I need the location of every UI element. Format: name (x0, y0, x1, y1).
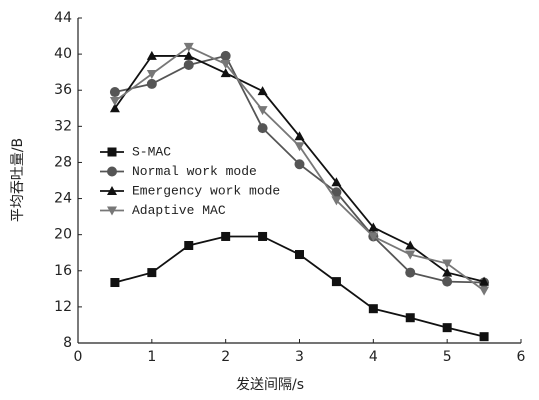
marker (221, 231, 231, 241)
legend-label: S-MAC (132, 144, 171, 159)
y-tick-label: 32 (54, 118, 72, 134)
y-tick-label: 24 (54, 191, 72, 207)
y-tick-label: 8 (63, 335, 72, 351)
marker (146, 50, 157, 60)
marker (442, 276, 453, 287)
x-tick-label: 1 (147, 349, 156, 365)
x-tick-label: 3 (295, 349, 304, 365)
marker (109, 103, 120, 113)
marker (146, 78, 157, 89)
marker (368, 304, 378, 314)
x-tick-label: 2 (221, 349, 230, 365)
marker (294, 142, 305, 152)
x-axis-label: 发送间隔/s (236, 377, 304, 393)
marker (257, 106, 268, 116)
x-tick-label: 5 (443, 349, 452, 365)
marker (405, 240, 416, 250)
marker (107, 147, 117, 157)
x-tick-label: 6 (517, 349, 526, 365)
marker (331, 187, 342, 198)
y-tick-label: 16 (54, 263, 72, 279)
marker (405, 267, 416, 278)
marker (107, 206, 117, 216)
marker (220, 50, 231, 61)
marker (331, 196, 342, 206)
marker (368, 222, 379, 232)
marker (258, 231, 268, 241)
marker (295, 250, 304, 260)
marker (331, 177, 342, 187)
marker (405, 250, 416, 260)
marker (109, 87, 120, 98)
marker (109, 97, 120, 107)
marker (479, 276, 490, 286)
y-tick-label: 12 (54, 299, 72, 315)
marker (442, 323, 452, 333)
y-tick-label: 36 (54, 82, 72, 98)
marker (184, 241, 194, 250)
legend-label: Normal work mode (132, 164, 257, 179)
y-tick-label: 28 (54, 154, 72, 170)
marker (183, 50, 194, 60)
marker (183, 59, 194, 70)
marker (110, 278, 120, 288)
marker (146, 69, 157, 79)
marker (479, 332, 489, 342)
legend-label: Emergency work mode (132, 183, 280, 198)
marker (294, 131, 305, 141)
marker (479, 286, 490, 296)
marker (220, 60, 231, 70)
marker (442, 259, 453, 269)
marker (331, 277, 341, 287)
legend-label: Adaptive MAC (132, 203, 226, 218)
marker (220, 68, 231, 78)
marker (107, 186, 117, 195)
y-axis-label: 平均吞吐量/B (10, 138, 26, 222)
x-tick-label: 0 (74, 349, 83, 365)
marker (405, 313, 415, 323)
y-tick-label: 20 (54, 227, 72, 243)
x-tick-label: 4 (369, 349, 378, 365)
marker (107, 166, 117, 177)
marker (368, 232, 379, 242)
y-tick-label: 40 (54, 46, 72, 62)
marker (442, 267, 453, 277)
marker (257, 86, 268, 96)
marker (183, 42, 194, 52)
marker (257, 123, 268, 134)
y-tick-label: 44 (54, 10, 72, 26)
marker (294, 159, 305, 170)
marker (147, 268, 157, 278)
